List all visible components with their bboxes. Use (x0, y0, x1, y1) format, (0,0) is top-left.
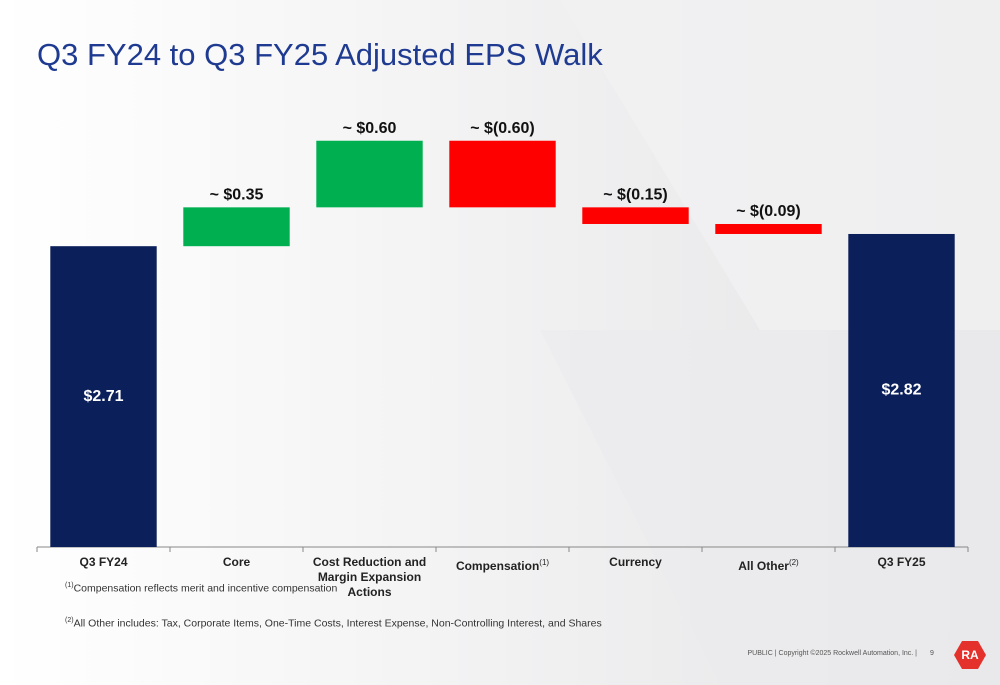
x-tick-label: Core (170, 555, 303, 570)
bar (449, 140, 556, 208)
data-label: ~ $0.35 (210, 187, 264, 204)
footnote: (2)All Other includes: Tax, Corporate It… (65, 617, 602, 630)
footnote-marker: (2) (65, 617, 74, 624)
data-label: ~ $(0.60) (470, 120, 534, 137)
category-label: Q3 FY25 (877, 555, 926, 569)
footnote-text: Compensation reflects merit and incentiv… (73, 582, 338, 595)
category-label: Currency (609, 555, 662, 569)
logo (954, 641, 986, 669)
x-tick-label: Q3 FY24 (37, 555, 170, 570)
category-label: Q3 FY24 (79, 555, 128, 569)
data-label: ~ $(0.15) (603, 187, 667, 204)
x-tick-label: Currency (569, 555, 702, 570)
data-label: $2.71 (83, 388, 123, 405)
chart-title: Q3 FY24 to Q3 FY25 Adjusted EPS Walk (37, 37, 603, 72)
bar (848, 233, 955, 548)
data-label: ~ $(0.09) (736, 203, 800, 220)
bar (582, 207, 689, 224)
x-tick-label: Q3 FY25 (835, 555, 968, 570)
footnote-marker: (1) (65, 582, 74, 589)
data-label: ~ $0.60 (343, 120, 397, 137)
category-label: Cost Reduction and Margin Expansion Acti… (312, 555, 427, 599)
page-number: 9 (930, 650, 934, 657)
data-label: $2.82 (881, 382, 921, 399)
category-label: Compensation (455, 559, 540, 573)
x-tick-label: Compensation(1) (436, 555, 569, 574)
note-marker: (2) (788, 558, 799, 567)
logo-text: RA (961, 648, 979, 662)
bar (183, 207, 290, 247)
footnote: (1)Compensation reflects merit and incen… (65, 582, 337, 595)
category-label: Core (222, 555, 251, 569)
x-tick-label: All Other(2) (702, 555, 835, 574)
bar (50, 246, 157, 547)
footer-text: PUBLIC | Copyright ©2025 Rockwell Automa… (748, 649, 918, 657)
note-marker: (1) (539, 558, 550, 567)
bar (316, 140, 423, 208)
x-tick-label: Cost Reduction and Margin Expansion Acti… (303, 555, 436, 600)
bar (715, 223, 822, 234)
category-label: All Other (738, 559, 789, 573)
footnote-text: All Other includes: Tax, Corporate Items… (73, 617, 602, 630)
